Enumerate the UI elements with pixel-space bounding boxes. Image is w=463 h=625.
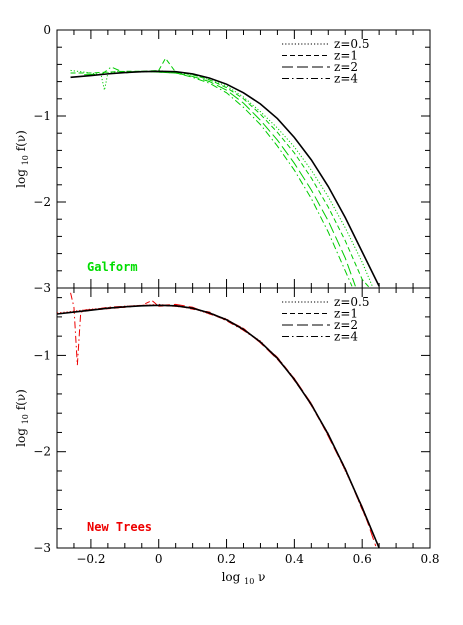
x-tick-label: 0.6	[353, 552, 372, 566]
model-curve	[70, 70, 380, 287]
x-tick-label: −0.2	[76, 552, 105, 566]
x-axis-title-base: 10	[244, 577, 254, 586]
y-axis-title-log: log	[14, 165, 28, 188]
x-tick-label: 0.4	[285, 552, 304, 566]
y-tick-label: −1	[33, 109, 51, 123]
y-tick-label: −3	[33, 541, 51, 555]
legend-label: z=0.5	[334, 37, 369, 51]
x-axis-title-log: log	[222, 570, 245, 584]
series-line-dash-dot	[70, 292, 380, 548]
y-axis-title-base: 10	[21, 414, 30, 424]
x-axis-title: log 10 ν	[222, 570, 266, 586]
y-tick-label: −3	[33, 281, 51, 295]
y-tick-label: −2	[33, 445, 51, 459]
x-axis-title-var: ν	[254, 570, 265, 584]
y-axis-title: log 10 f(ν)	[14, 389, 30, 447]
plot-frame	[56, 287, 431, 549]
y-tick-label: −1	[33, 348, 51, 362]
series-line-dotted	[70, 69, 373, 287]
panel-label: New Trees	[87, 520, 152, 534]
model-curve	[57, 304, 380, 548]
series-group	[57, 292, 380, 548]
y-axis-title-base: 10	[21, 155, 30, 165]
legend-label: z=0.5	[334, 295, 369, 309]
chart-panel-1: 0 −1 −2 −3 log 10 f(ν) z=0.5z=1z=2z=4 Galform	[14, 23, 431, 295]
legend-label: z=4	[334, 330, 358, 344]
legend-label: z=1	[334, 307, 358, 321]
plot-frame	[56, 29, 431, 289]
series-line-long-dashed	[84, 70, 356, 287]
series-line-dash-dot	[100, 66, 353, 287]
legend-label: z=4	[334, 72, 358, 86]
y-axis-title-var: f(ν)	[14, 389, 28, 414]
series-line-long-dashed	[84, 303, 377, 547]
series-line-dotted	[57, 303, 380, 548]
series-group	[70, 57, 380, 288]
y-tick-label: −2	[33, 195, 51, 209]
x-tick-label: 0.2	[217, 552, 236, 566]
x-tick-label: 0	[155, 552, 163, 566]
y-axis-title-log: log	[14, 424, 28, 447]
y-axis-title-var: f(ν)	[14, 130, 28, 155]
y-axis-title: log 10 f(ν)	[14, 130, 30, 188]
series-line-dashed	[70, 57, 370, 288]
legend-label: z=2	[334, 60, 358, 74]
x-tick-label: 0.8	[420, 552, 439, 566]
legend-label: z=2	[334, 318, 358, 332]
panel-label: Galform	[87, 260, 138, 274]
legend-label: z=1	[334, 49, 358, 63]
y-tick-label: 0	[43, 23, 51, 37]
